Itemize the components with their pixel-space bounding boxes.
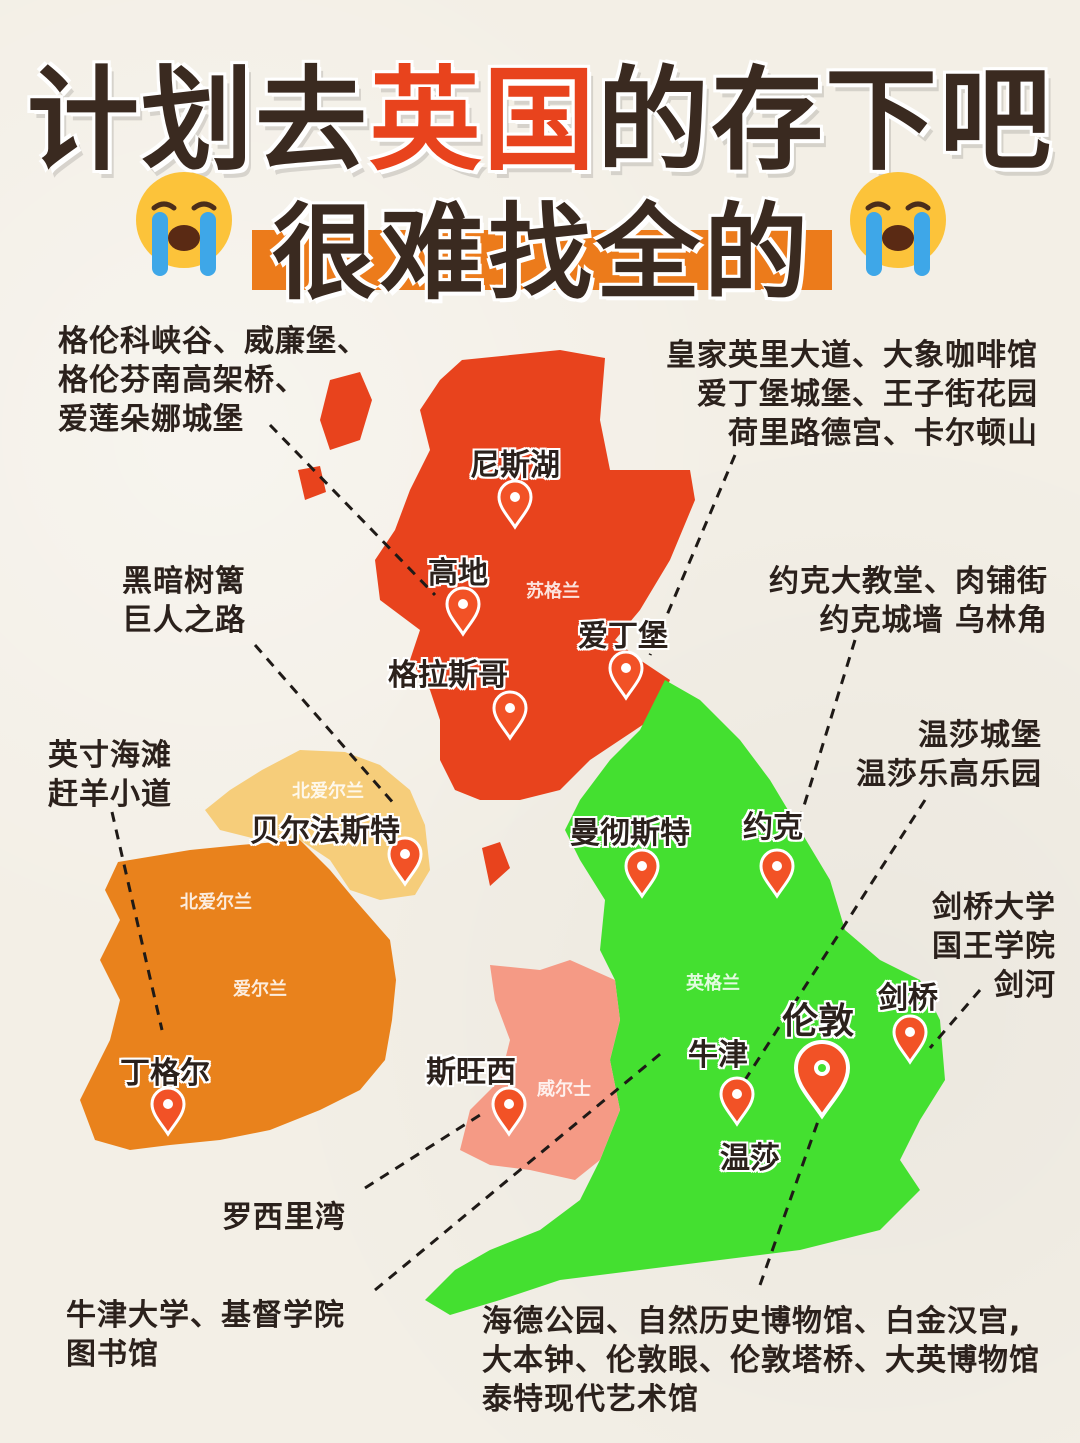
city-label-belfast: 贝尔法斯特 [250, 814, 400, 849]
leader-york [793, 639, 857, 836]
city-label-highlands: 高地 [428, 556, 488, 591]
leader-swansea [364, 1113, 481, 1190]
map-pins [150, 479, 928, 1137]
region-label-northern-ireland: 北爱尔兰 [292, 781, 364, 802]
title-underline-bar [252, 230, 832, 290]
pin-icon [497, 479, 533, 530]
pin-icon-large [793, 1040, 851, 1120]
city-label-dingle: 丁格尔 [120, 1056, 210, 1091]
wales-region [460, 960, 620, 1180]
scotland-island-2 [298, 466, 326, 500]
attractions-oxford: 牛津大学、基督学院 图书馆 [66, 1298, 345, 1372]
scotland-island-3 [482, 842, 510, 886]
attractions-highlands: 格伦科峡谷、威廉堡、 格伦芬南高架桥、 爱莲朵娜城堡 [58, 324, 368, 437]
pin-icon [491, 1086, 527, 1137]
city-label-glasgow: 格拉斯哥 [388, 658, 508, 693]
leader-cambridge [928, 989, 982, 1049]
leader-dingle [110, 811, 164, 1031]
attractions-belfast: 黑暗树篱 巨人之路 [122, 564, 246, 638]
title-line-1: 计划去英国的存下吧 [0, 30, 1080, 192]
region-label-northern-ireland-2: 北爱尔兰 [180, 892, 252, 913]
city-label-swansea: 斯旺西 [426, 1055, 516, 1090]
attractions-york: 约克大教堂、肉铺街 约克城墙 乌林角 [769, 564, 1048, 638]
scotland-island-1 [320, 372, 372, 450]
ireland-region [80, 840, 396, 1150]
leader-highlands [268, 423, 437, 597]
england-region [425, 680, 945, 1315]
region-label-wales: 威尔士 [537, 1079, 591, 1100]
city-label-cambridge: 剑桥 [878, 981, 938, 1016]
attractions-dingle: 英寸海滩 赶羊小道 [48, 738, 172, 812]
pin-icon [719, 1076, 755, 1127]
pin-icon [624, 848, 660, 899]
pin-icon [387, 836, 423, 887]
pin-icon [608, 650, 644, 701]
leader-oxford [374, 1048, 666, 1292]
title-highlight: 英国 [369, 56, 597, 186]
scotland-region [375, 350, 695, 800]
region-label-england: 英格兰 [686, 973, 740, 994]
loudly-crying-face-icon [136, 172, 232, 276]
attractions-london: 海德公园、自然历史博物馆、白金汉宫, 大本钟、伦敦眼、伦敦塔桥、大英博物馆 泰特… [482, 1304, 1040, 1417]
leader-london [758, 1109, 824, 1286]
pin-icon [150, 1086, 186, 1137]
region-label-scotland: 苏格兰 [526, 581, 580, 602]
attractions-windsor: 温莎城堡 温莎乐高乐园 [856, 718, 1042, 792]
city-label-manchester: 曼彻斯特 [570, 816, 690, 851]
city-label-windsor: 温莎 [720, 1141, 780, 1176]
title-part-3: 的存下吧 [597, 56, 1053, 186]
pin-icon [759, 848, 795, 899]
title-line-2: 很难找全的 [252, 168, 832, 314]
leader-edinburgh [648, 454, 737, 656]
region-label-ireland: 爱尔兰 [233, 979, 287, 1000]
city-label-oxford: 牛津 [688, 1038, 748, 1073]
pin-icon [492, 690, 528, 741]
title-subtitle: 很难找全的 [271, 192, 812, 314]
city-label-loch-ness: 尼斯湖 [470, 448, 560, 483]
city-label-london: 伦敦 [782, 1001, 855, 1042]
attractions-edinburgh: 皇家英里大道、大象咖啡馆 爱丁堡城堡、王子街花园 荷里路德宫、卡尔顿山 [666, 338, 1038, 451]
city-label-york: 约克 [743, 810, 803, 845]
title-part-1: 计划去 [27, 56, 369, 186]
pin-icon [445, 586, 481, 637]
attractions-cambridge: 剑桥大学 国王学院 剑河 [932, 890, 1056, 1003]
city-label-edinburgh: 爱丁堡 [578, 619, 668, 654]
leader-windsor [743, 799, 927, 1081]
northern-ireland-region [205, 750, 430, 900]
loudly-crying-face-icon [850, 172, 946, 276]
attractions-swansea: 罗西里湾 [222, 1200, 346, 1235]
pin-icon [892, 1014, 928, 1065]
